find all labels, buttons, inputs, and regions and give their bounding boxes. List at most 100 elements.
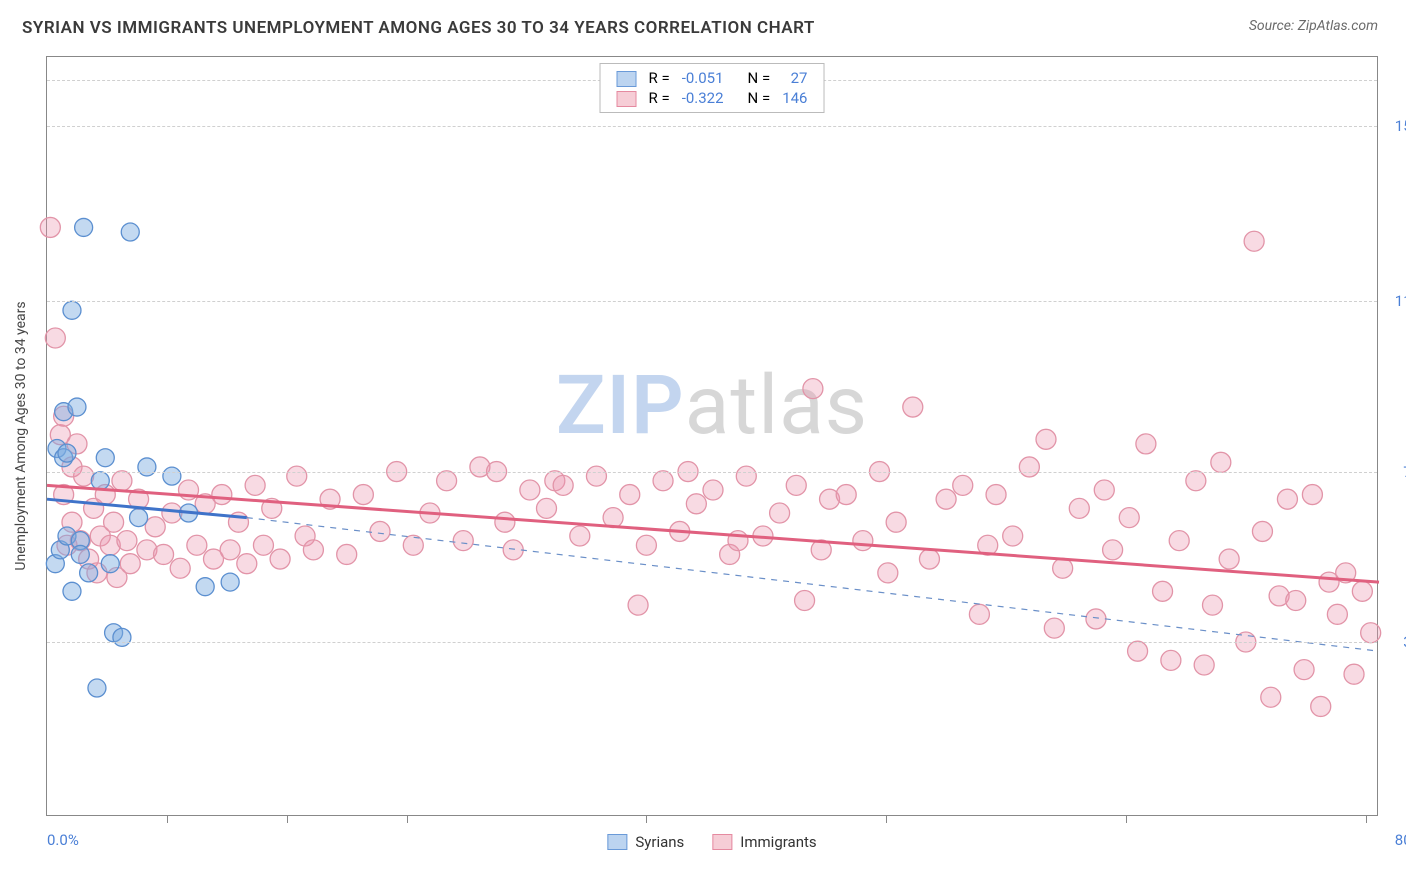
point-immigrants xyxy=(437,471,457,491)
point-immigrants xyxy=(40,217,60,237)
point-immigrants xyxy=(1136,434,1156,454)
point-immigrants xyxy=(1128,641,1148,661)
point-immigrants xyxy=(903,397,923,417)
x-tick xyxy=(886,815,887,823)
point-immigrants xyxy=(936,489,956,509)
point-immigrants xyxy=(537,498,557,518)
point-syrians xyxy=(130,509,148,527)
point-immigrants xyxy=(878,563,898,583)
swatch-immigrants xyxy=(617,91,637,107)
point-immigrants xyxy=(919,549,939,569)
point-syrians xyxy=(75,218,93,236)
point-immigrants xyxy=(287,466,307,486)
chart-source: Source: ZipAtlas.com xyxy=(1249,18,1378,34)
point-syrians xyxy=(68,398,86,416)
point-immigrants xyxy=(170,558,190,578)
gridline xyxy=(47,472,1377,473)
point-immigrants xyxy=(45,328,65,348)
y-tick-label: 11.2% xyxy=(1383,292,1406,310)
point-immigrants xyxy=(1186,471,1206,491)
point-immigrants xyxy=(686,494,706,514)
point-immigrants xyxy=(620,485,640,505)
point-immigrants xyxy=(628,595,648,615)
point-immigrants xyxy=(1344,664,1364,684)
point-immigrants xyxy=(1244,231,1264,251)
point-immigrants xyxy=(1036,429,1056,449)
point-immigrants xyxy=(117,531,137,551)
point-syrians xyxy=(121,223,139,241)
legend-n-label: N = xyxy=(742,68,777,88)
point-syrians xyxy=(80,564,98,582)
point-immigrants xyxy=(212,485,232,505)
point-immigrants xyxy=(786,475,806,495)
point-immigrants xyxy=(886,512,906,532)
point-immigrants xyxy=(586,466,606,486)
legend-r-label: R = xyxy=(643,88,676,108)
point-immigrants xyxy=(636,535,656,555)
point-syrians xyxy=(101,555,119,573)
legend-item-syrians: Syrians xyxy=(607,833,684,851)
point-immigrants xyxy=(953,475,973,495)
point-immigrants xyxy=(503,540,523,560)
point-syrians xyxy=(91,472,109,490)
source-prefix: Source: xyxy=(1249,18,1298,34)
gridline xyxy=(47,301,1377,302)
point-immigrants xyxy=(370,521,390,541)
scatter-svg xyxy=(47,57,1377,815)
point-immigrants xyxy=(1277,489,1297,509)
point-immigrants xyxy=(795,591,815,611)
point-immigrants xyxy=(220,540,240,560)
x-tick xyxy=(1366,815,1367,823)
point-immigrants xyxy=(803,379,823,399)
point-immigrants xyxy=(154,544,174,564)
legend-syrians-n: 27 xyxy=(776,68,813,88)
point-immigrants xyxy=(853,531,873,551)
x-axis-max-label: 80.0% xyxy=(1395,831,1406,849)
point-immigrants xyxy=(1219,549,1239,569)
legend-correlation: R = -0.051 N = 27 R = -0.322 N = 146 xyxy=(600,63,825,113)
y-tick-label: 3.8% xyxy=(1383,633,1406,651)
chart-title: SYRIAN VS IMMIGRANTS UNEMPLOYMENT AMONG … xyxy=(22,18,815,38)
point-immigrants xyxy=(337,544,357,564)
point-immigrants xyxy=(104,512,124,532)
point-immigrants xyxy=(1169,531,1189,551)
point-immigrants xyxy=(1352,581,1372,601)
point-syrians xyxy=(58,444,76,462)
point-immigrants xyxy=(1361,623,1381,643)
swatch-syrians xyxy=(607,834,627,850)
point-immigrants xyxy=(653,471,673,491)
point-syrians xyxy=(196,578,214,596)
legend-row-immigrants: R = -0.322 N = 146 xyxy=(611,88,814,108)
point-immigrants xyxy=(1103,540,1123,560)
legend-immigrants-n: 146 xyxy=(776,88,813,108)
point-immigrants xyxy=(237,554,257,574)
point-immigrants xyxy=(1327,604,1347,624)
point-immigrants xyxy=(1044,618,1064,638)
source-name: ZipAtlas.com xyxy=(1298,18,1378,34)
point-immigrants xyxy=(453,531,473,551)
point-immigrants xyxy=(736,466,756,486)
legend-n-label: N = xyxy=(742,88,777,108)
x-tick xyxy=(167,815,168,823)
swatch-immigrants xyxy=(712,834,732,850)
point-immigrants xyxy=(1311,696,1331,716)
x-tick xyxy=(646,815,647,823)
point-immigrants xyxy=(120,554,140,574)
x-axis-min-label: 0.0% xyxy=(47,831,79,849)
point-immigrants xyxy=(1069,498,1089,518)
point-immigrants xyxy=(1203,595,1223,615)
legend-row-syrians: R = -0.051 N = 27 xyxy=(611,68,814,88)
point-immigrants xyxy=(553,475,573,495)
gridline xyxy=(47,642,1377,643)
point-syrians xyxy=(113,628,131,646)
point-immigrants xyxy=(1153,581,1173,601)
y-tick-label: 7.5% xyxy=(1383,463,1406,481)
point-immigrants xyxy=(986,485,1006,505)
legend-label-syrians: Syrians xyxy=(635,833,684,851)
swatch-syrians xyxy=(617,71,637,87)
point-syrians xyxy=(63,301,81,319)
legend-syrians-r: -0.051 xyxy=(676,68,730,88)
point-immigrants xyxy=(1086,609,1106,629)
y-axis-label: Unemployment Among Ages 30 to 34 years xyxy=(13,301,29,570)
point-immigrants xyxy=(245,475,265,495)
